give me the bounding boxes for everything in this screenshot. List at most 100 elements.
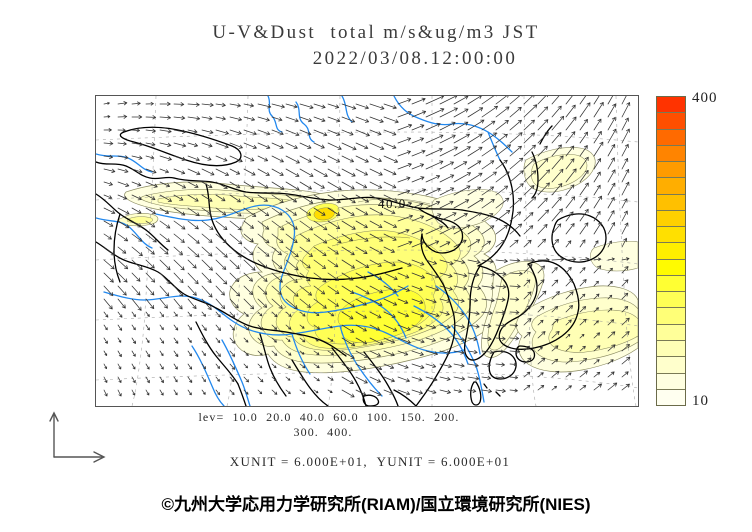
wind-vector-arrow <box>103 115 111 119</box>
wind-vector-arrow <box>411 124 425 131</box>
wind-vector-arrow <box>495 349 505 354</box>
colorbar-band <box>657 227 685 244</box>
wind-vector-arrow <box>579 345 586 352</box>
wind-vector-arrow <box>579 334 585 339</box>
wind-vector-arrow <box>495 388 506 393</box>
colorbar-band <box>657 194 685 211</box>
wind-vector-arrow <box>369 116 384 123</box>
copyright-credit: ©九州大学応用力学研究所(RIAM)/国立環境研究所(NIES) <box>161 495 591 514</box>
wind-vector-arrow <box>341 337 356 347</box>
wind-vector-arrow <box>565 131 576 144</box>
wind-vector-arrow <box>341 324 355 333</box>
wind-vector-arrow <box>313 194 326 203</box>
wind-vector-arrow <box>495 362 505 367</box>
wind-vector-arrow <box>355 259 370 268</box>
wind-vector-arrow <box>215 194 226 202</box>
wind-vector-arrow <box>509 323 518 328</box>
wind-vector-arrow <box>579 222 589 235</box>
wind-vector-arrow <box>187 337 192 343</box>
wind-vector-arrow <box>537 182 550 196</box>
wind-vector-arrow <box>481 375 492 380</box>
wind-vector-arrow <box>495 375 505 380</box>
chart-title-block: U-V&Dust total m/s&ug/m3 JST 2022/03/08.… <box>0 20 752 72</box>
colorbar-band <box>657 275 685 293</box>
wind-vector-arrow <box>369 220 383 228</box>
wind-vector-arrow <box>439 187 455 196</box>
wind-vector-arrow <box>159 285 170 297</box>
wind-vector-arrow <box>229 246 242 258</box>
wind-vector-arrow <box>551 105 562 118</box>
wind-vector-arrow <box>593 102 604 118</box>
wind-vector-arrow <box>425 298 437 304</box>
wind-vector-arrow <box>369 285 383 294</box>
wind-vector-arrow <box>411 285 423 291</box>
wind-vector-arrow <box>509 310 520 315</box>
wind-vector-arrow <box>145 285 155 296</box>
wind-vector-arrow <box>201 233 213 243</box>
wind-vector-arrow <box>173 363 178 370</box>
wind-vector-arrow <box>383 129 397 136</box>
wind-vector-arrow <box>145 194 156 201</box>
wind-vector-arrow <box>131 389 136 396</box>
wind-vector-arrow <box>607 281 613 287</box>
map-coastlines <box>96 125 607 406</box>
wind-vector-arrow <box>453 272 468 278</box>
wind-vector-arrow <box>271 168 284 176</box>
wind-vector-arrow <box>383 311 396 318</box>
colorbar-band <box>657 129 685 146</box>
wind-vector-arrow <box>481 272 496 277</box>
wind-vector-arrow <box>285 363 291 369</box>
wind-vector-arrow <box>537 346 543 352</box>
wind-vector-arrow <box>243 129 257 136</box>
wind-vector-arrow <box>453 172 471 183</box>
wind-vector-arrow <box>145 233 157 243</box>
wind-vector-arrow <box>369 103 385 110</box>
colorbar-band <box>657 162 685 179</box>
wind-vector-arrow <box>285 246 299 258</box>
wind-vector-arrow <box>621 96 627 105</box>
wind-vector-arrow <box>411 97 426 105</box>
wind-vector-arrow <box>299 363 306 369</box>
wind-vector-arrow <box>243 207 257 217</box>
wind-vector-arrow <box>467 239 481 248</box>
wind-vector-arrow <box>355 350 369 358</box>
wind-vector-arrow <box>215 311 221 318</box>
wind-vector-arrow <box>579 131 588 144</box>
wind-vector-arrow <box>607 240 612 248</box>
wind-vector-arrow <box>201 337 207 344</box>
wind-vector-arrow <box>551 115 565 131</box>
wind-vector-arrow <box>411 137 424 144</box>
wind-vector-arrow <box>537 197 548 209</box>
wind-vector-arrow <box>327 363 334 368</box>
wind-vector-arrow <box>131 181 142 187</box>
wind-vector-arrow <box>439 350 451 355</box>
wind-vector-arrow <box>117 101 128 106</box>
wind-vector-arrow <box>103 350 108 356</box>
wind-vector-arrow <box>439 298 451 304</box>
wind-vector-arrow <box>313 324 320 330</box>
wind-vector-arrow <box>397 337 411 344</box>
wind-vector-arrow <box>131 220 142 228</box>
wind-vector-arrow <box>173 285 184 297</box>
wind-vector-arrow <box>397 285 410 292</box>
wind-vector-arrow <box>327 324 333 329</box>
wind-vector-arrow <box>537 372 544 378</box>
wind-vector-arrow <box>243 298 255 310</box>
wind-vector-arrow <box>313 246 327 257</box>
wind-vector-arrow <box>565 266 572 274</box>
wind-vector-arrow <box>201 389 206 395</box>
wind-vector-arrow <box>607 222 616 235</box>
chart-datetime: 2022/03/08.12:00:00 <box>312 48 518 69</box>
wind-vector-arrow <box>215 324 221 331</box>
wind-vector-arrow <box>355 337 368 345</box>
wind-vector-arrow <box>579 385 587 391</box>
wind-vector-arrow <box>383 337 395 344</box>
wind-vector-arrow <box>271 142 284 149</box>
wind-vector-arrow <box>453 213 468 222</box>
wind-vector-arrow <box>551 208 563 222</box>
wind-vector-arrow <box>397 150 411 157</box>
wind-vector-arrow <box>453 133 470 144</box>
wind-vector-arrow <box>607 196 615 209</box>
wind-vector-arrow <box>299 337 306 343</box>
wind-vector-arrow <box>383 194 398 203</box>
